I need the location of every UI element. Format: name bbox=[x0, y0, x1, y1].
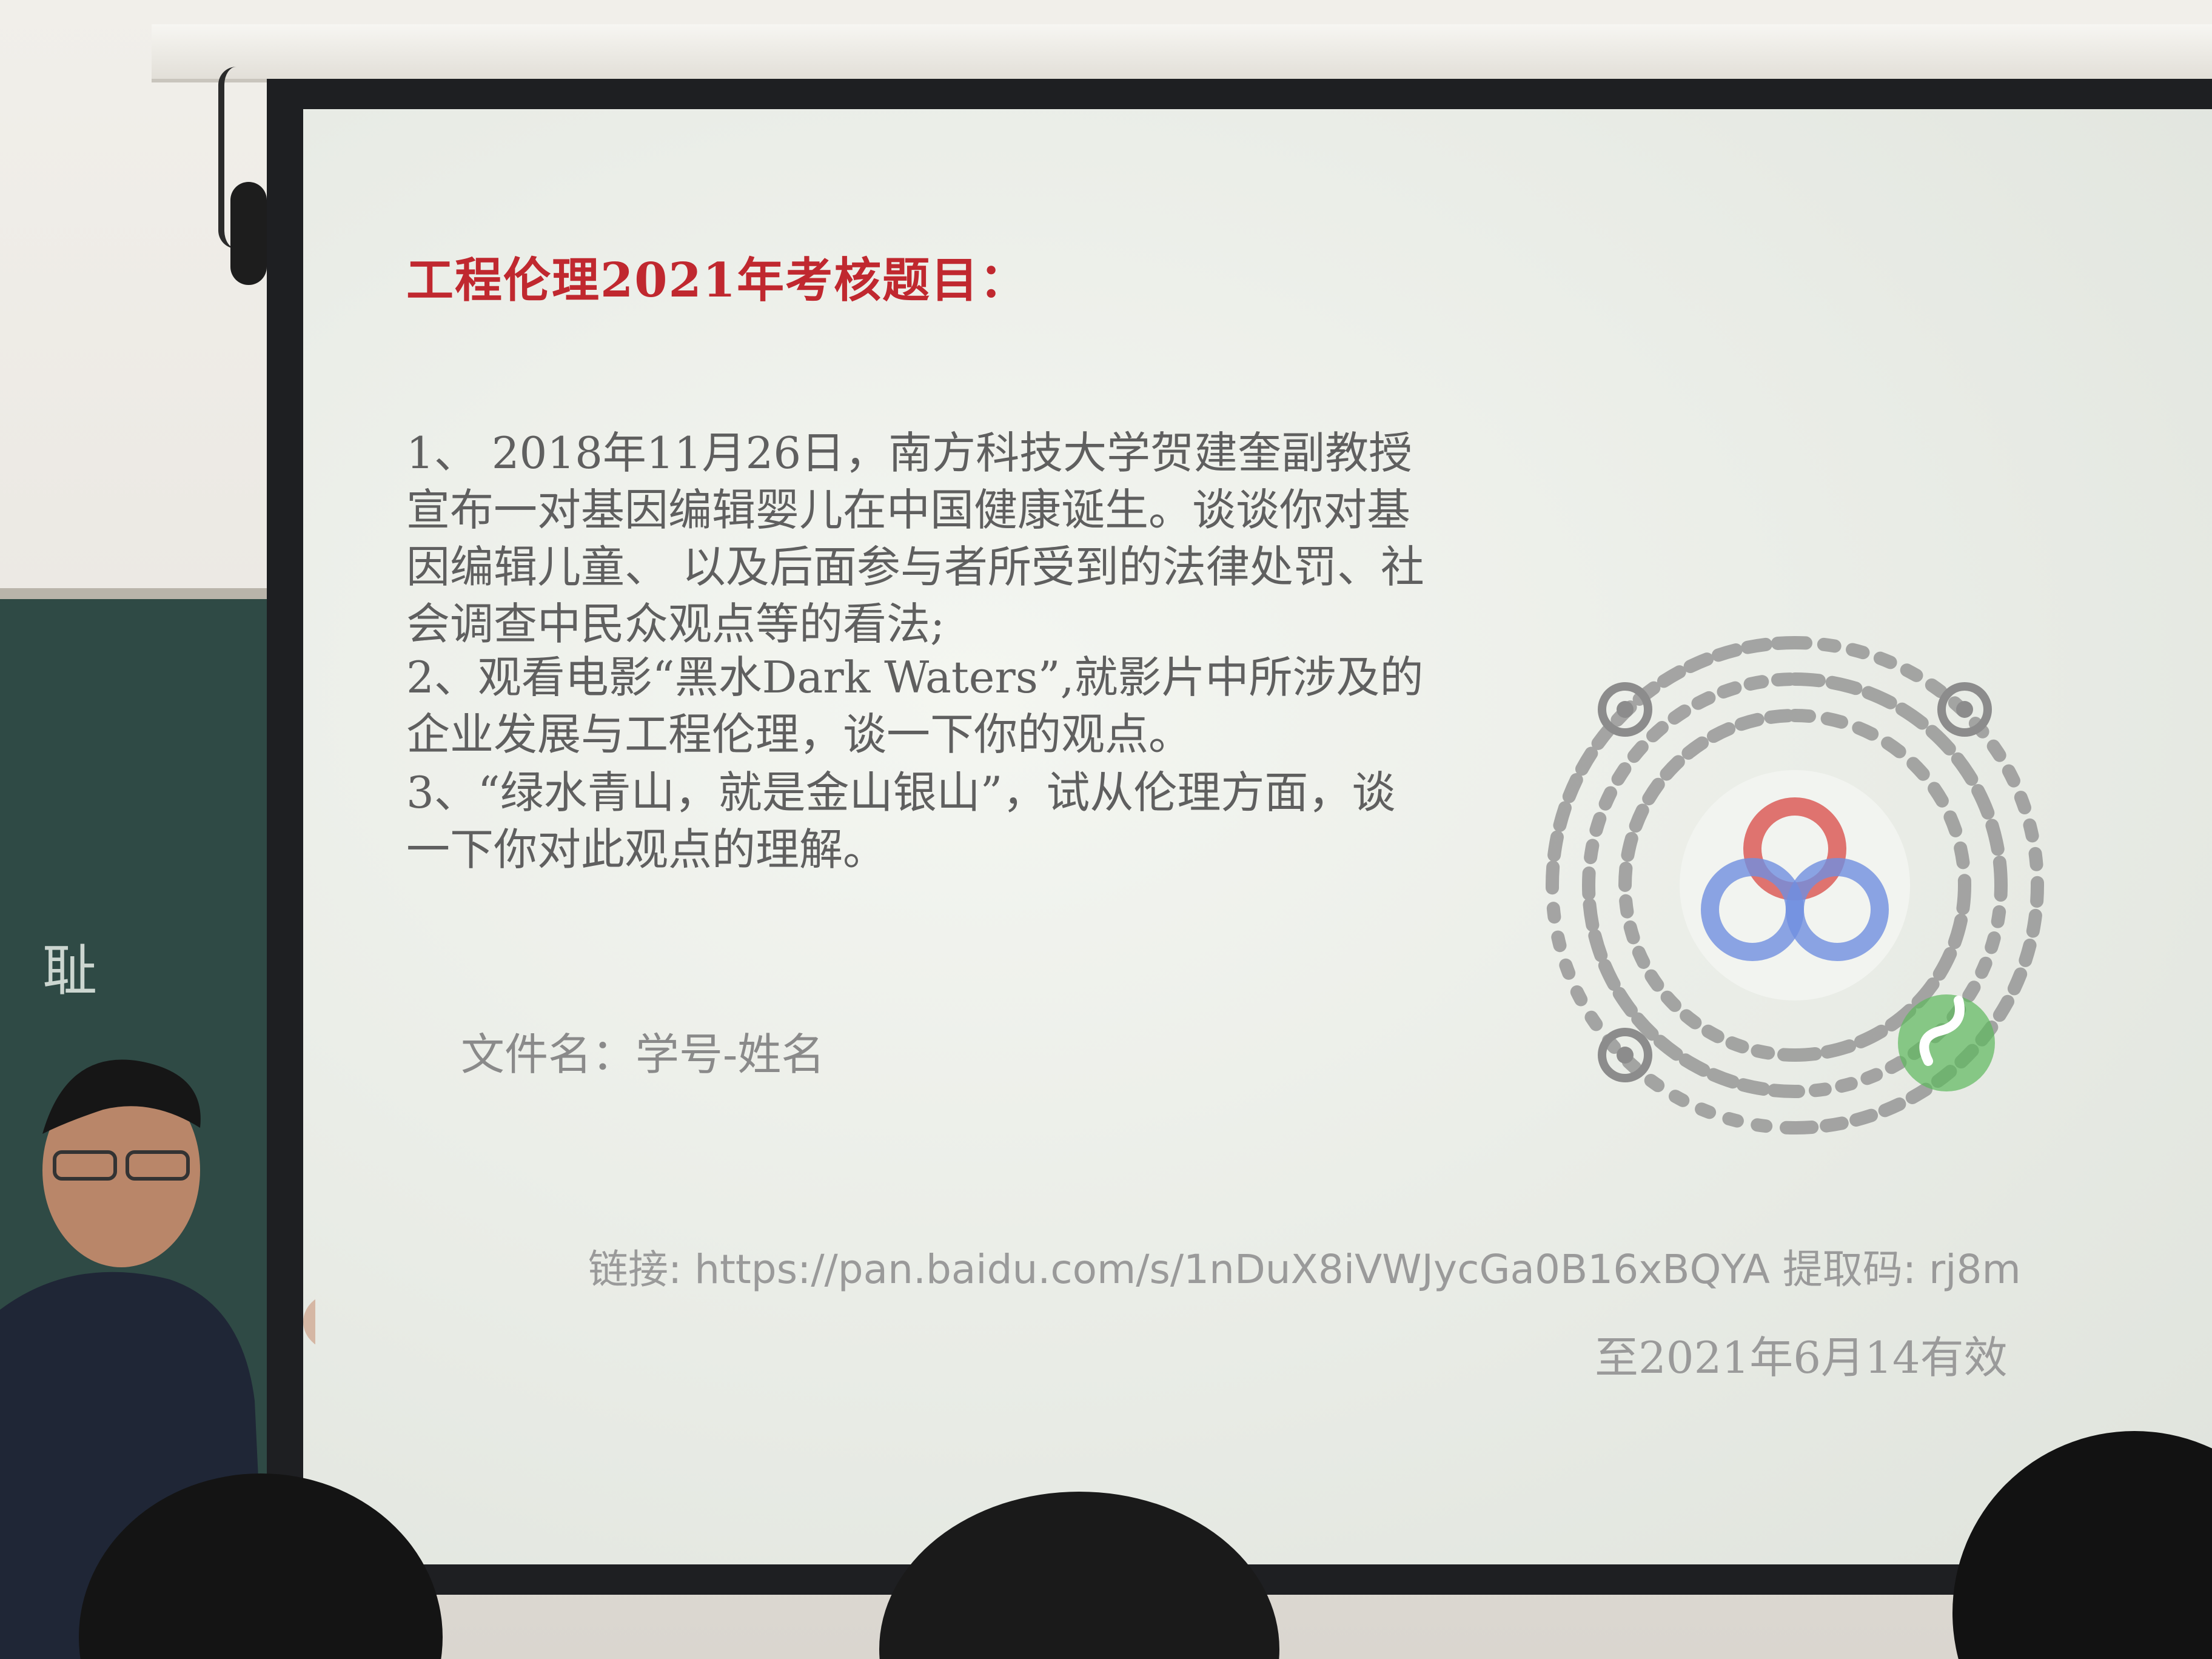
wall-speaker bbox=[230, 182, 267, 285]
projected-slide: 工程伦理2021年考核题目： 1、 2018年11月26日，南方科技大学贺建奎副… bbox=[303, 109, 2212, 1564]
audience-heads bbox=[79, 1431, 2212, 1659]
wechat-mini-program-icon bbox=[1919, 996, 1965, 1066]
question-2: 2、观看电影“黑水Dark Waters”,就影片中所涉及的企业发展与工程伦理，… bbox=[406, 652, 1424, 760]
chalk-writing: 耻 bbox=[42, 939, 97, 1003]
question-3: 3、“绿水青山，就是金山银山”，试从伦理方面，谈一下你对此观点的理解。 bbox=[406, 767, 1396, 875]
download-link: 链接: https://pan.baidu.com/s/1nDuX8iVWJyc… bbox=[588, 1246, 2021, 1293]
filename-hint: 文件名：学号-姓名 bbox=[461, 1029, 825, 1080]
projector-rail bbox=[152, 24, 2212, 82]
lecturer bbox=[0, 1059, 315, 1659]
wall-bracket bbox=[218, 67, 267, 249]
valid-until: 至2021年6月14有效 bbox=[1595, 1332, 2008, 1383]
baidu-netdisk-qr-code-icon bbox=[1546, 636, 2044, 1134]
question-1: 1、 2018年11月26日，南方科技大学贺建奎副教授宣布一对基因编辑婴儿在中国… bbox=[406, 427, 1424, 649]
slide-title: 工程伦理2021年考核题目： bbox=[406, 253, 1028, 308]
